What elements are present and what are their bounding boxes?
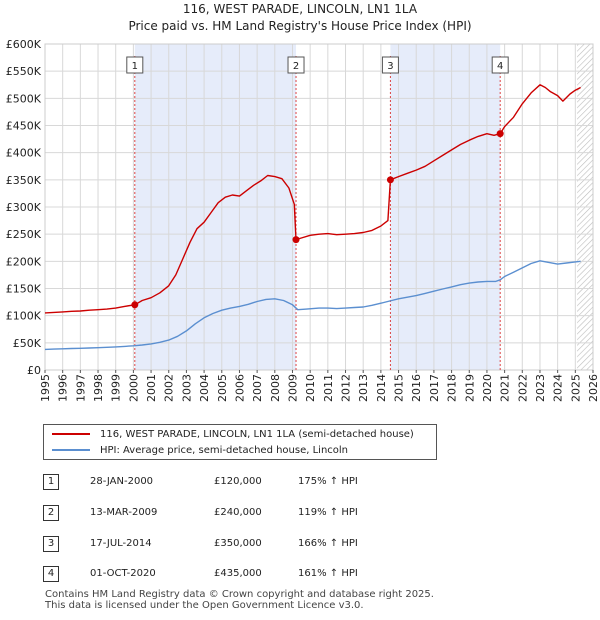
sale-point: [386, 176, 394, 184]
x-tick-label: 2012: [340, 374, 353, 402]
sale-badge-label: 3: [387, 61, 393, 72]
sale-badge: [381, 56, 399, 74]
x-tick-label: 2008: [269, 374, 282, 402]
y-tick-label: £600K: [6, 38, 42, 51]
x-tick-label: 2018: [446, 374, 459, 402]
transaction-date: 01-OCT-2020: [90, 568, 156, 579]
y-tick-label: £50K: [13, 337, 42, 350]
x-tick-label: 2002: [163, 374, 176, 402]
y-tick-label: £300K: [6, 201, 42, 214]
sale-badge-label: 1: [132, 61, 138, 72]
transaction-row: 2 13-MAR-2009 £240,000 119% ↑ HPI: [0, 505, 600, 525]
plot-frame: [44, 43, 594, 371]
legend-label-property: 116, WEST PARADE, LINCOLN, LN1 1LA (semi…: [100, 429, 414, 440]
x-tick-label: 2024: [552, 374, 565, 402]
legend-swatch-hpi: [52, 449, 90, 451]
x-tick-label: 2016: [410, 374, 423, 402]
price-chart: £0 £50K £100K £150K £200K £250K £300K £350K £400…: [6, 38, 600, 402]
chart-legend: 116, WEST PARADE, LINCOLN, LN1 1LA (semi…: [43, 424, 437, 460]
sale-badge: [491, 56, 509, 74]
transaction-row: 3 17-JUL-2014 £350,000 166% ↑ HPI: [0, 536, 600, 556]
x-tick-label: 2022: [516, 374, 529, 402]
x-tick-label: 2005: [216, 374, 229, 402]
attribution-line-2: This data is licensed under the Open Gov…: [45, 600, 364, 611]
x-tick-label: 2011: [322, 374, 335, 402]
transaction-row: 1 28-JAN-2000 £120,000 175% ↑ HPI: [0, 474, 600, 494]
transaction-number: 2: [43, 505, 59, 521]
legend-item-hpi: HPI: Average price, semi-detached house,…: [52, 444, 348, 458]
transaction-number: 1: [43, 474, 59, 490]
y-tick-label: £450K: [6, 120, 42, 133]
chart-subtitle: Price paid vs. HM Land Registry's House …: [128, 19, 472, 33]
x-tick-label: 2014: [375, 374, 388, 402]
y-tick-label: £350K: [6, 174, 42, 187]
transaction-row: 4 01-OCT-2020 £435,000 161% ↑ HPI: [0, 566, 600, 586]
x-tick-label: 1995: [39, 374, 52, 402]
x-tick-label: 1997: [74, 374, 87, 402]
y-tick-label: £550K: [6, 65, 42, 78]
x-tick-label: 2021: [499, 374, 512, 402]
chart-title: 116, WEST PARADE, LINCOLN, LN1 1LA: [182, 2, 418, 16]
x-tick-label: 2015: [393, 374, 406, 402]
transaction-price: £240,000: [214, 507, 262, 518]
x-tick-label: 1998: [92, 374, 105, 402]
x-tick-label: 1999: [110, 374, 123, 402]
transaction-number: 4: [43, 566, 59, 582]
transaction-price: £350,000: [214, 538, 262, 549]
y-tick-label: £150K: [6, 283, 42, 296]
legend-swatch-property: [52, 433, 90, 435]
transaction-hpi: 175% ↑ HPI: [298, 476, 358, 487]
attribution-line-1: Contains HM Land Registry data © Crown c…: [45, 589, 434, 600]
x-tick-label: 1996: [57, 374, 70, 402]
transaction-hpi: 166% ↑ HPI: [298, 538, 358, 549]
transaction-date: 13-MAR-2009: [90, 507, 158, 518]
y-tick-label: £0: [27, 364, 41, 377]
sale-badge: [126, 56, 144, 74]
x-tick-label: 2025: [569, 374, 582, 402]
legend-label-hpi: HPI: Average price, semi-detached house,…: [100, 445, 349, 456]
x-tick-label: 2007: [251, 374, 264, 402]
y-tick-label: £250K: [6, 228, 42, 241]
transaction-hpi: 119% ↑ HPI: [298, 507, 358, 518]
transaction-price: £435,000: [214, 568, 262, 579]
x-tick-label: 2023: [534, 374, 547, 402]
x-tick-label: 2004: [198, 374, 211, 402]
hpi-line: [44, 260, 581, 351]
y-tick-label: £100K: [6, 310, 42, 323]
x-tick-label: 2019: [463, 374, 476, 402]
sale-badge-label: 2: [293, 61, 299, 72]
legend-item-property: 116, WEST PARADE, LINCOLN, LN1 1LA (semi…: [52, 428, 414, 442]
transaction-price: £120,000: [214, 476, 262, 487]
x-tick-label: 2001: [145, 374, 158, 402]
x-tick-label: 2003: [180, 374, 193, 402]
sale-point: [131, 301, 139, 309]
transaction-hpi: 161% ↑ HPI: [298, 568, 358, 579]
x-tick-label: 2000: [127, 374, 140, 402]
x-tick-label: 2006: [233, 374, 246, 402]
x-tick-label: 2010: [304, 374, 317, 402]
sale-point: [496, 130, 504, 138]
transaction-number: 3: [43, 536, 59, 552]
sale-badge-label: 4: [497, 61, 503, 72]
x-tick-label: 2017: [428, 374, 441, 402]
y-tick-label: £500K: [6, 92, 42, 105]
x-tick-label: 2026: [587, 374, 600, 402]
attribution: Contains HM Land Registry data © Crown c…: [45, 589, 434, 611]
x-tick-label: 2013: [357, 374, 370, 402]
y-tick-label: £400K: [6, 147, 42, 160]
transaction-date: 17-JUL-2014: [90, 538, 152, 549]
x-tick-label: 2020: [481, 374, 494, 402]
transaction-date: 28-JAN-2000: [90, 476, 154, 487]
sale-badge: [287, 56, 305, 74]
sale-point: [292, 236, 300, 244]
y-tick-label: £200K: [6, 255, 42, 268]
x-tick-label: 2009: [286, 374, 299, 402]
